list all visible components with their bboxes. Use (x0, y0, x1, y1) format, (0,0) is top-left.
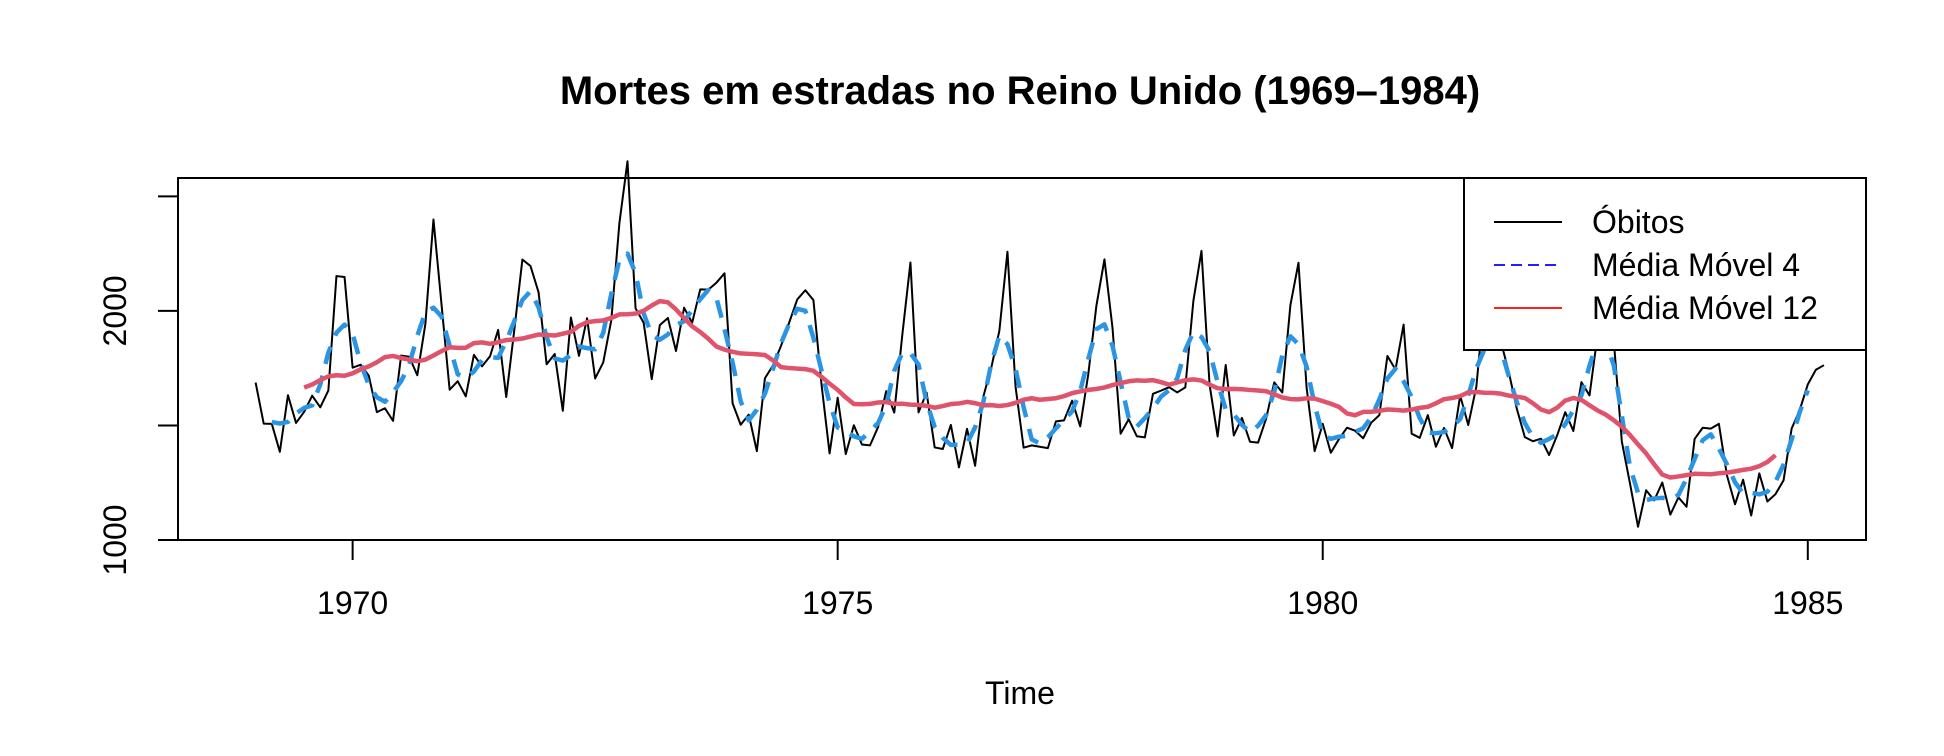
series-line-media-movel-4 (271, 251, 1810, 503)
legend-label: Óbitos (1592, 204, 1684, 240)
x-axis: 1970 1975 1980 1985 (317, 539, 1843, 621)
x-tick-label: 1975 (802, 585, 873, 621)
series-layer (254, 160, 1825, 528)
legend-label: Média Móvel 12 (1592, 290, 1818, 326)
legend-items: Óbitos Média Móvel 4 Média Móvel 12 (1494, 204, 1818, 326)
x-tick-label: 1970 (317, 585, 388, 621)
series-line-media-movel-12 (303, 298, 1777, 480)
x-axis-label: Time (985, 675, 1055, 711)
y-axis: 1000 2000 (97, 195, 179, 576)
legend-label: Média Móvel 4 (1592, 247, 1800, 283)
x-tick-label: 1985 (1772, 585, 1843, 621)
y-tick-label: 2000 (97, 275, 133, 346)
x-tick-label: 1980 (1287, 585, 1358, 621)
legend: Óbitos Média Móvel 4 Média Móvel 12 (1463, 177, 1867, 351)
chart-title: Mortes em estradas no Reino Unido (1969–… (560, 69, 1480, 113)
y-tick-label: 1000 (97, 504, 133, 575)
series-line-obitos (254, 160, 1825, 528)
